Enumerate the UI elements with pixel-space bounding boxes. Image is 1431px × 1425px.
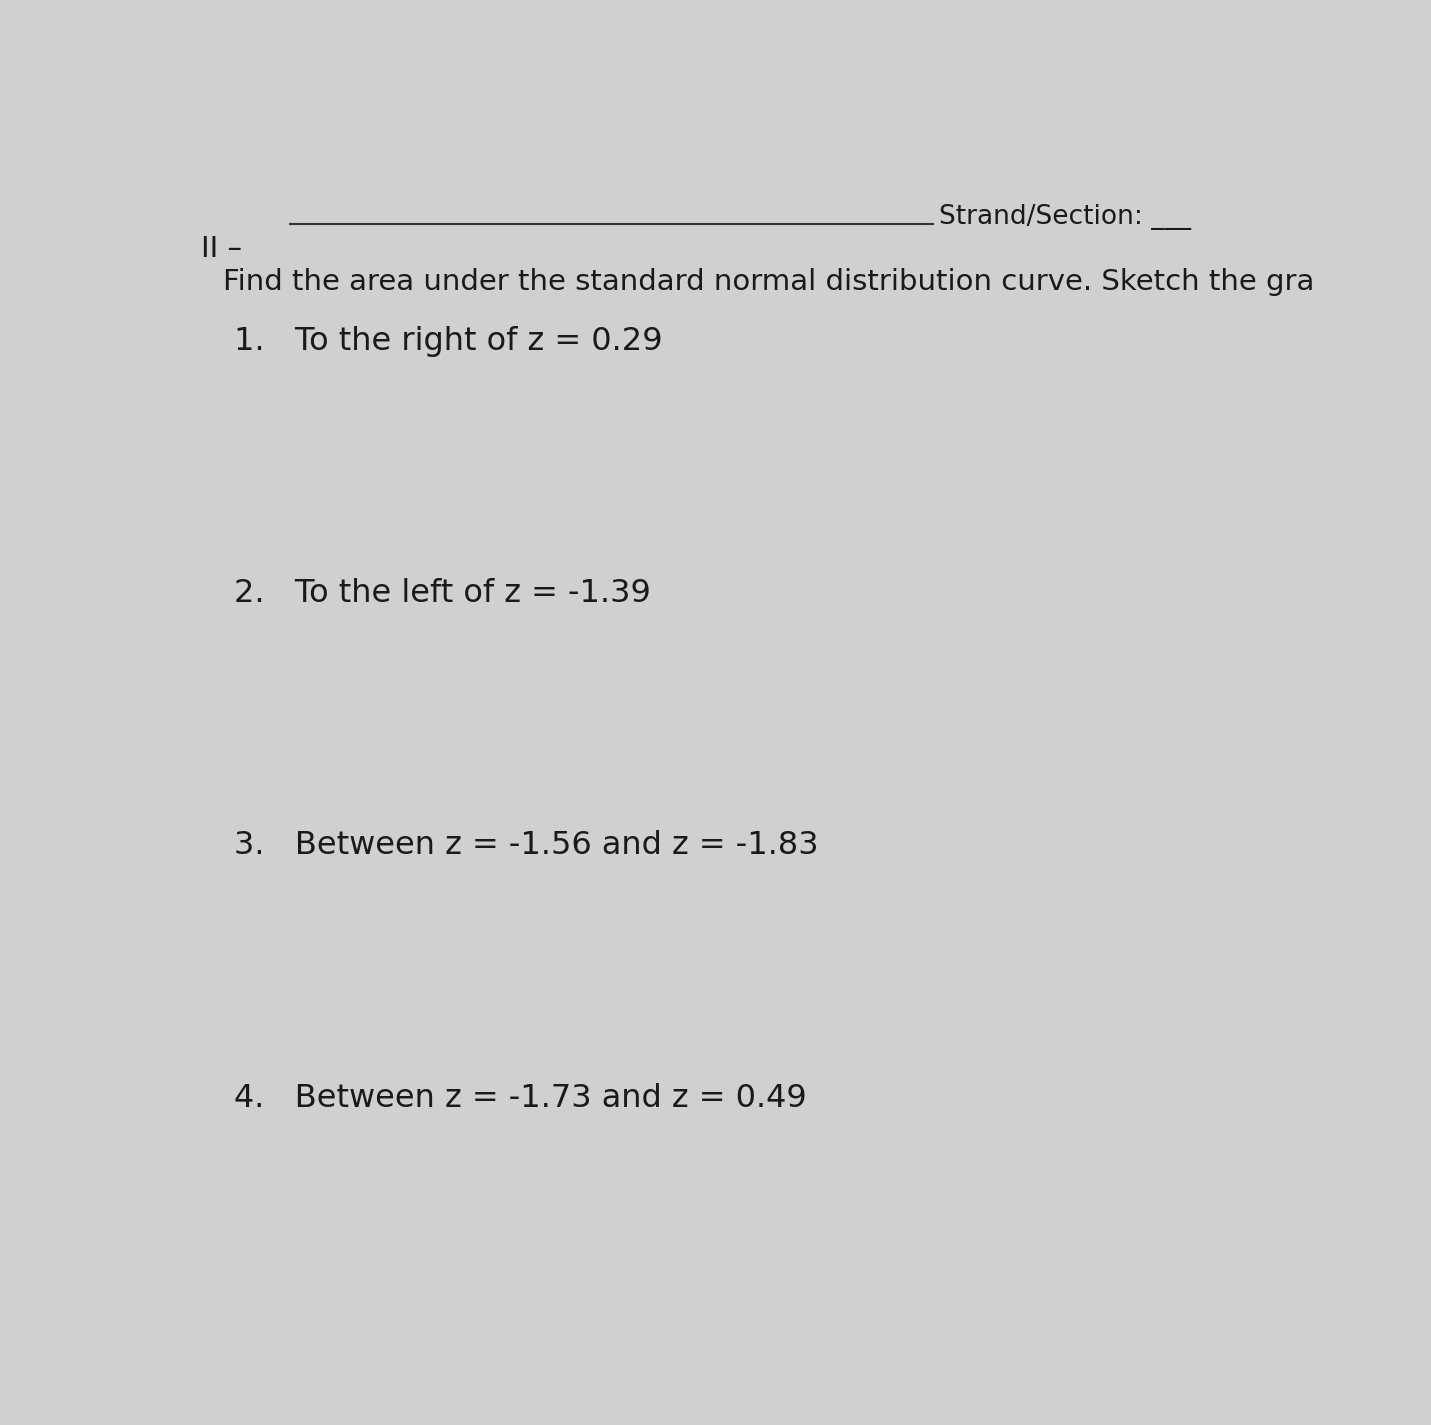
Text: Find the area under the standard normal distribution curve. Sketch the gra: Find the area under the standard normal … [223,268,1315,295]
Text: 2.   To the left of z = -1.39: 2. To the left of z = -1.39 [235,579,651,608]
Text: 3.   Between z = -1.56 and z = -1.83: 3. Between z = -1.56 and z = -1.83 [235,831,819,861]
Text: II –: II – [200,235,252,262]
Text: 1.   To the right of z = 0.29: 1. To the right of z = 0.29 [235,325,663,356]
Text: Strand/Section: ___: Strand/Section: ___ [939,204,1191,229]
Text: 4.   Between z = -1.73 and z = 0.49: 4. Between z = -1.73 and z = 0.49 [235,1083,807,1114]
